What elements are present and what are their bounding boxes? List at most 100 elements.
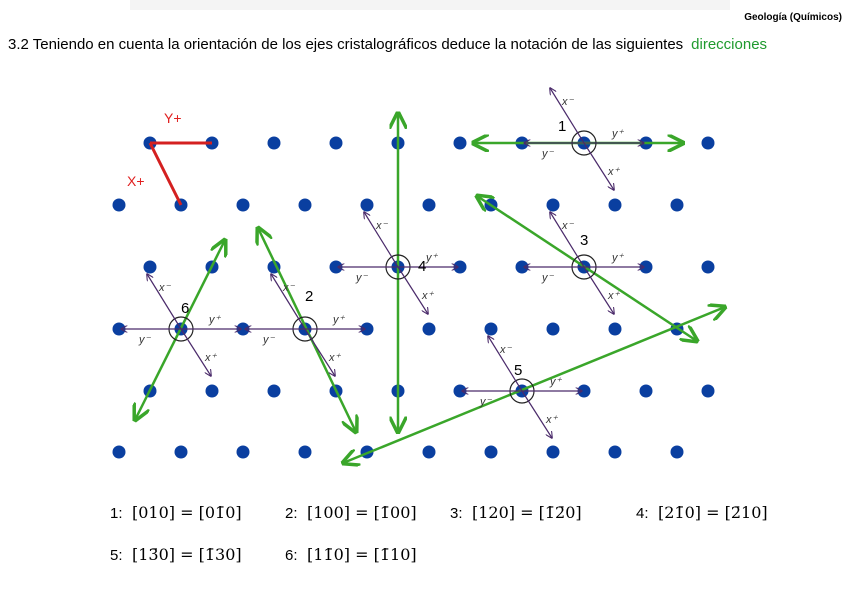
local-axes: x⁻x⁺y⁻y⁺1x⁻x⁺y⁻y⁺2x⁻x⁺y⁻y⁺3x⁻x⁺y⁻y⁺4x⁻x⁺… xyxy=(121,88,644,438)
direction-lines xyxy=(135,113,725,463)
local-y-plus: y⁺ xyxy=(425,252,439,264)
answer-text: [010] = [01̄0] xyxy=(132,503,242,522)
local-y-plus: y⁺ xyxy=(332,314,346,326)
local-y-minus: y⁻ xyxy=(479,396,493,408)
direction-number: 6 xyxy=(181,300,189,317)
local-x-minus: x⁻ xyxy=(561,220,575,232)
lattice-point xyxy=(546,445,560,459)
local-x-minus: x⁻ xyxy=(561,96,575,108)
answer-text: [21̄0] = [2̄10] xyxy=(658,503,768,522)
answer-text: [120] = [1̄2̄0] xyxy=(472,503,582,522)
local-axis xyxy=(364,212,399,268)
direction-number: 2 xyxy=(305,288,313,305)
direction-line xyxy=(477,196,697,341)
local-y-minus: y⁻ xyxy=(355,272,369,284)
local-axis xyxy=(147,274,182,330)
question-highlight: direcciones xyxy=(691,36,767,53)
lattice-point xyxy=(484,445,498,459)
question-text: 3.2 Teniendo en cuenta la orientación de… xyxy=(8,36,683,53)
lattice-point xyxy=(608,198,622,212)
local-axis xyxy=(271,274,306,330)
lattice-point xyxy=(546,322,560,336)
direction-number: 1 xyxy=(558,118,566,135)
lattice-point xyxy=(205,384,219,398)
lattice-point xyxy=(608,445,622,459)
lattice xyxy=(112,136,715,459)
answer-number: 1: xyxy=(110,505,123,522)
lattice-point xyxy=(329,136,343,150)
question: 3.2 Teniendo en cuenta la orientación de… xyxy=(8,36,767,53)
x-axis-label: X+ xyxy=(127,173,145,189)
local-y-minus: y⁻ xyxy=(541,272,555,284)
lattice-point xyxy=(360,198,374,212)
direction-number: 3 xyxy=(580,232,588,249)
lattice-point xyxy=(298,198,312,212)
local-x-minus: x⁻ xyxy=(158,282,172,294)
direction-number: 5 xyxy=(514,362,522,379)
lattice-point xyxy=(701,384,715,398)
answer-number: 5: xyxy=(110,547,123,564)
local-axis xyxy=(521,390,552,438)
local-x-plus: x⁺ xyxy=(421,290,435,302)
local-y-minus: y⁻ xyxy=(262,334,276,346)
lattice-point xyxy=(112,198,126,212)
local-x-minus: x⁻ xyxy=(375,220,389,232)
local-axis xyxy=(550,212,585,268)
lattice-point xyxy=(670,445,684,459)
local-axis xyxy=(304,328,335,376)
direction-line xyxy=(258,228,356,432)
local-axis xyxy=(397,266,428,314)
lattice-point xyxy=(484,322,498,336)
lattice-point xyxy=(701,260,715,274)
local-axis xyxy=(583,266,614,314)
lattice-point xyxy=(422,445,436,459)
lattice-point xyxy=(701,136,715,150)
lattice-point xyxy=(236,198,250,212)
answer-text: [100] = [1̄00] xyxy=(307,503,417,522)
lattice-point xyxy=(546,198,560,212)
local-y-plus: y⁺ xyxy=(611,128,625,140)
lattice-point xyxy=(112,445,126,459)
answer-number: 3: xyxy=(450,505,463,522)
lattice-point xyxy=(422,322,436,336)
reference-axes: Y+ X+ xyxy=(127,110,212,206)
lattice-point xyxy=(422,198,436,212)
local-x-plus: x⁺ xyxy=(607,166,621,178)
lattice-point xyxy=(267,384,281,398)
local-axis xyxy=(583,142,614,190)
answer-text: [11̄0] = [1̄10] xyxy=(307,545,417,564)
lattice-point xyxy=(267,136,281,150)
local-axis xyxy=(488,336,523,392)
answers: 1: [010] = [01̄0] 2: [100] = [1̄00] 3: [120] … xyxy=(110,503,768,564)
lattice-point xyxy=(143,260,157,274)
lattice-point xyxy=(608,322,622,336)
lattice-point xyxy=(174,445,188,459)
course-title: Geología (Químicos) xyxy=(744,12,842,23)
direction-line xyxy=(135,240,225,420)
local-x-plus: x⁺ xyxy=(545,414,559,426)
local-y-plus: y⁺ xyxy=(208,314,222,326)
local-y-plus: y⁺ xyxy=(611,252,625,264)
local-x-plus: x⁺ xyxy=(328,352,342,364)
local-x-minus: x⁻ xyxy=(499,344,513,356)
lattice-point xyxy=(236,445,250,459)
top-bar xyxy=(130,0,730,10)
local-x-plus: x⁺ xyxy=(204,352,218,364)
answer-number: 6: xyxy=(285,547,298,564)
local-x-plus: x⁺ xyxy=(607,290,621,302)
answer-text: [13̄0] = [1̄30] xyxy=(132,545,242,564)
local-x-minus: x⁻ xyxy=(282,282,296,294)
answer-number: 2: xyxy=(285,505,298,522)
local-y-minus: y⁻ xyxy=(541,148,555,160)
local-axis xyxy=(550,88,585,144)
lattice-point xyxy=(298,445,312,459)
local-y-plus: y⁺ xyxy=(549,376,563,388)
lattice-point xyxy=(453,136,467,150)
direction-line xyxy=(343,307,725,463)
answer-number: 4: xyxy=(636,505,649,522)
local-y-minus: y⁻ xyxy=(138,334,152,346)
local-axis xyxy=(180,328,211,376)
lattice-point xyxy=(639,384,653,398)
x-axis xyxy=(148,142,183,206)
